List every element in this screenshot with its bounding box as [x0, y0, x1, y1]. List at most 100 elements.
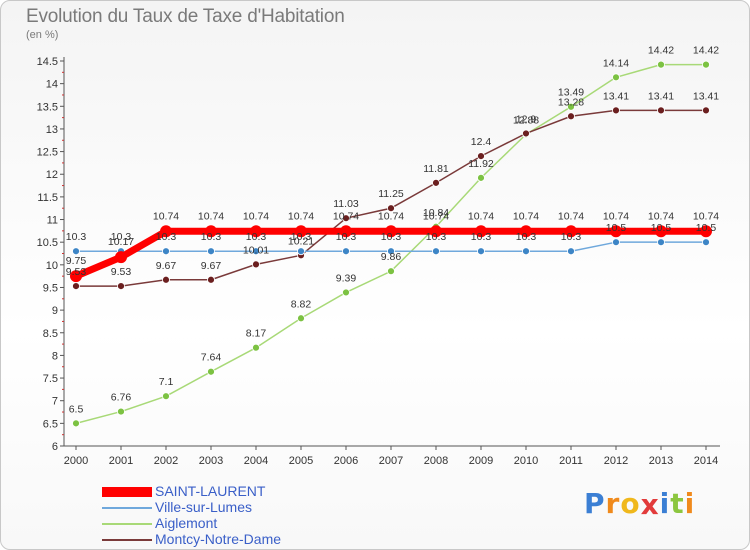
data-label: 10.74	[468, 210, 494, 222]
data-label: 10.3	[381, 231, 402, 243]
data-point	[567, 102, 575, 111]
y-tick-label: 7	[52, 396, 58, 408]
legend-swatch	[102, 507, 152, 509]
logo-letter: x	[640, 488, 660, 521]
data-label: 10.74	[333, 210, 359, 222]
data-point	[700, 225, 712, 238]
y-tick-label: 8	[52, 350, 58, 362]
series-aiglemont	[72, 60, 710, 428]
data-label: 10.01	[243, 244, 269, 256]
data-point	[72, 282, 80, 291]
y-tick-label: 9.5	[43, 282, 58, 294]
data-label: 10.3	[471, 231, 492, 243]
data-label: 14.42	[693, 45, 719, 57]
y-tick-label: 14.5	[37, 56, 58, 68]
data-point	[477, 152, 485, 161]
data-point	[207, 247, 215, 256]
data-point	[72, 247, 80, 256]
data-point	[250, 225, 262, 238]
data-point	[702, 238, 710, 247]
logo-letter: r	[605, 487, 621, 520]
data-point	[432, 178, 440, 187]
data-label: 10.3	[426, 231, 447, 243]
data-label: 12.88	[513, 114, 539, 126]
y-tick-label: 10	[46, 260, 58, 272]
data-label: 13.41	[603, 90, 629, 102]
data-label: 10.74	[513, 210, 539, 222]
data-point	[610, 225, 622, 238]
y-tick-label: 13	[46, 124, 58, 136]
data-label: 10.3	[516, 231, 537, 243]
data-point	[657, 106, 665, 115]
data-label: 10.74	[198, 210, 224, 222]
data-label: 10.3	[111, 231, 132, 243]
data-point	[117, 407, 125, 416]
data-label: 10.3	[291, 231, 312, 243]
data-point	[342, 288, 350, 297]
data-point	[475, 225, 487, 238]
data-label: 10.74	[558, 210, 584, 222]
data-label: 13.49	[558, 87, 584, 99]
data-label: 12.9	[516, 113, 537, 125]
data-point	[612, 106, 620, 115]
x-tick-label: 2000	[64, 455, 88, 467]
y-tick-label: 11	[47, 215, 58, 227]
data-label: 10.74	[648, 210, 674, 222]
data-point	[340, 225, 352, 238]
data-point	[612, 238, 620, 247]
data-point	[565, 225, 577, 238]
data-point	[160, 225, 172, 238]
data-label: 10.74	[153, 210, 179, 222]
data-point	[162, 247, 170, 256]
data-point	[612, 73, 620, 82]
data-point	[70, 270, 82, 283]
x-tick-label: 2009	[469, 455, 493, 467]
data-point	[387, 247, 395, 256]
x-tick-label: 2014	[694, 455, 718, 467]
series-ville-sur-lumes	[72, 238, 710, 256]
data-point	[522, 129, 530, 138]
data-point	[295, 225, 307, 238]
y-tick-label: 8.5	[43, 328, 58, 340]
data-label: 13.28	[558, 96, 584, 108]
data-point	[342, 247, 350, 256]
x-tick-label: 2012	[604, 455, 628, 467]
data-point	[117, 282, 125, 291]
logo-letter: P	[584, 487, 606, 520]
data-point	[520, 225, 532, 238]
y-tick-label: 7.5	[43, 373, 58, 385]
legend-label: Ville-sur-Lumes	[155, 499, 252, 515]
logo-letter: o	[620, 487, 641, 520]
data-label: 11.03	[333, 198, 359, 210]
legend-swatch	[102, 539, 152, 541]
x-tick-label: 2010	[514, 455, 538, 467]
data-point	[385, 225, 397, 238]
data-point	[252, 247, 260, 256]
series-line	[75, 63, 707, 425]
data-label: 10.74	[693, 210, 719, 222]
logo-letter: i	[684, 487, 696, 520]
data-label: 8.82	[291, 298, 312, 310]
data-point	[477, 173, 485, 182]
data-point	[522, 247, 530, 256]
data-label: 10.17	[108, 236, 134, 248]
data-label: 10.84	[423, 207, 449, 219]
x-tick-label: 2007	[379, 455, 403, 467]
y-tick-label: 12.5	[37, 147, 58, 159]
data-label: 10.3	[156, 231, 177, 243]
data-label: 9.39	[336, 272, 357, 284]
data-point	[205, 225, 217, 238]
data-label: 10.3	[201, 231, 222, 243]
data-point	[207, 275, 215, 284]
data-label: 10.74	[603, 210, 629, 222]
data-point	[387, 267, 395, 276]
y-tick-label: 9	[52, 305, 58, 317]
data-label: 10.74	[243, 210, 269, 222]
data-label: 14.14	[603, 57, 629, 69]
x-tick-label: 2003	[199, 455, 223, 467]
data-label: 10.21	[288, 235, 314, 247]
y-tick-label: 11.5	[37, 192, 58, 204]
y-tick-label: 6	[52, 441, 58, 453]
data-point	[162, 392, 170, 401]
